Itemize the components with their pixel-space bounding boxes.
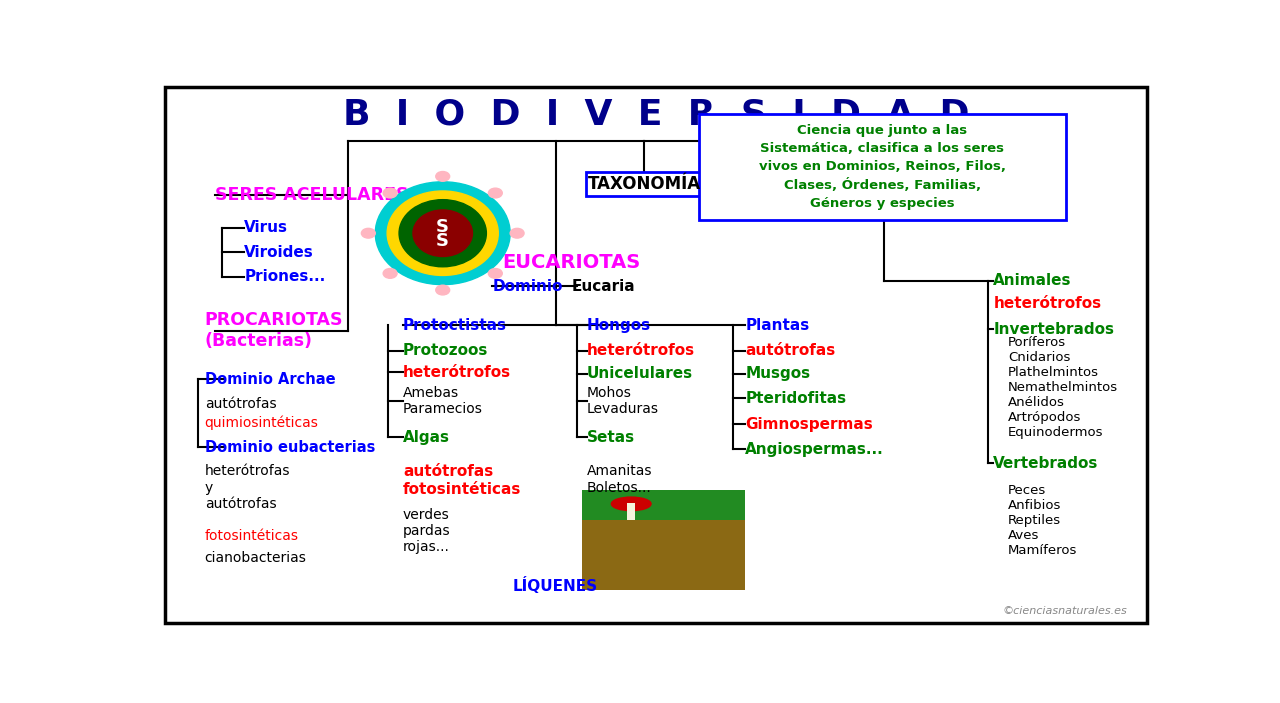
Text: Amebas
Paramecios: Amebas Paramecios [403, 386, 483, 416]
Text: S: S [436, 218, 449, 236]
Ellipse shape [399, 200, 486, 266]
Text: EUCARIOTAS: EUCARIOTAS [502, 254, 640, 273]
Text: Protoctistas: Protoctistas [403, 318, 507, 333]
Text: Plantas: Plantas [745, 318, 809, 333]
Ellipse shape [387, 191, 498, 276]
Text: Hongos: Hongos [586, 318, 650, 333]
Text: cianobacterias: cianobacterias [205, 551, 306, 565]
Text: Vertebrados: Vertebrados [993, 456, 1098, 471]
Text: Dominio eubacterias: Dominio eubacterias [205, 439, 375, 455]
Text: SERES ACELULARES: SERES ACELULARES [215, 186, 408, 205]
Text: Viroides: Viroides [244, 245, 314, 259]
Text: Algas: Algas [403, 430, 451, 445]
Text: heterótrofos: heterótrofos [403, 365, 511, 380]
Text: Eucaria: Eucaria [572, 279, 635, 294]
Text: Unicelulares: Unicelulares [586, 366, 692, 382]
Ellipse shape [435, 172, 449, 181]
Text: Protozoos: Protozoos [403, 343, 489, 359]
Ellipse shape [489, 269, 502, 278]
Ellipse shape [489, 188, 502, 198]
Text: Setas: Setas [586, 430, 635, 445]
Text: Peces
Anfibios
Reptiles
Aves
Mamíferos: Peces Anfibios Reptiles Aves Mamíferos [1009, 484, 1078, 557]
Text: autótrofas
fotosintéticas: autótrofas fotosintéticas [403, 465, 521, 497]
Text: fotosintéticas: fotosintéticas [205, 529, 298, 543]
FancyBboxPatch shape [627, 503, 635, 520]
Text: LÍQUENES: LÍQUENES [512, 576, 598, 593]
Text: Ciencia que junto a las
Sistemática, clasifica a los seres
vivos en Dominios, Re: Ciencia que junto a las Sistemática, cla… [759, 124, 1006, 210]
Text: Invertebrados: Invertebrados [993, 321, 1115, 337]
Text: heterótrofos: heterótrofos [993, 296, 1101, 311]
Text: heterótrofos: heterótrofos [586, 343, 695, 359]
Ellipse shape [383, 269, 397, 278]
Ellipse shape [413, 210, 472, 257]
Text: TAXONOMÍA: TAXONOMÍA [588, 175, 700, 193]
Ellipse shape [383, 188, 397, 198]
Text: Animales: Animales [993, 273, 1071, 288]
Ellipse shape [361, 228, 375, 238]
Text: Priones...: Priones... [244, 269, 325, 284]
Text: verdes
pardas
rojas...: verdes pardas rojas... [403, 508, 451, 554]
FancyBboxPatch shape [699, 114, 1066, 219]
Ellipse shape [375, 182, 511, 285]
Text: PROCARIOTAS
(Bacterias): PROCARIOTAS (Bacterias) [205, 311, 343, 350]
Text: Amanitas
Boletos...: Amanitas Boletos... [586, 465, 652, 495]
Text: B  I  O  D  I  V  E  R  S  I  D  A  D: B I O D I V E R S I D A D [343, 97, 969, 131]
Text: Pteridofitas: Pteridofitas [745, 391, 846, 406]
FancyBboxPatch shape [581, 491, 745, 520]
FancyBboxPatch shape [585, 172, 704, 196]
Text: Gimnospermas: Gimnospermas [745, 417, 873, 432]
Text: Poríferos
Cnidarios
Plathelmintos
Nemathelmintos
Anélidos
Artrópodos
Equinodermo: Poríferos Cnidarios Plathelmintos Nemath… [1009, 336, 1119, 439]
Text: quimiosintéticas: quimiosintéticas [205, 415, 319, 430]
Text: Mohos
Levaduras: Mohos Levaduras [586, 386, 658, 416]
Text: Musgos: Musgos [745, 366, 810, 382]
Text: autótrofas: autótrofas [205, 396, 276, 411]
Text: Dominio: Dominio [493, 279, 563, 294]
Text: ©cienciasnaturales.es: ©cienciasnaturales.es [1002, 606, 1128, 616]
Ellipse shape [511, 228, 524, 238]
Text: heterótrofas
y
autótrofas: heterótrofas y autótrofas [205, 465, 291, 511]
FancyBboxPatch shape [581, 491, 745, 591]
Ellipse shape [612, 497, 652, 510]
Text: autótrofas: autótrofas [745, 343, 836, 359]
Ellipse shape [435, 285, 449, 295]
Text: Angiospermas...: Angiospermas... [745, 441, 884, 457]
Text: S: S [436, 232, 449, 250]
Text: Dominio Archae: Dominio Archae [205, 372, 335, 387]
Text: Virus: Virus [244, 220, 288, 236]
FancyBboxPatch shape [165, 87, 1147, 623]
